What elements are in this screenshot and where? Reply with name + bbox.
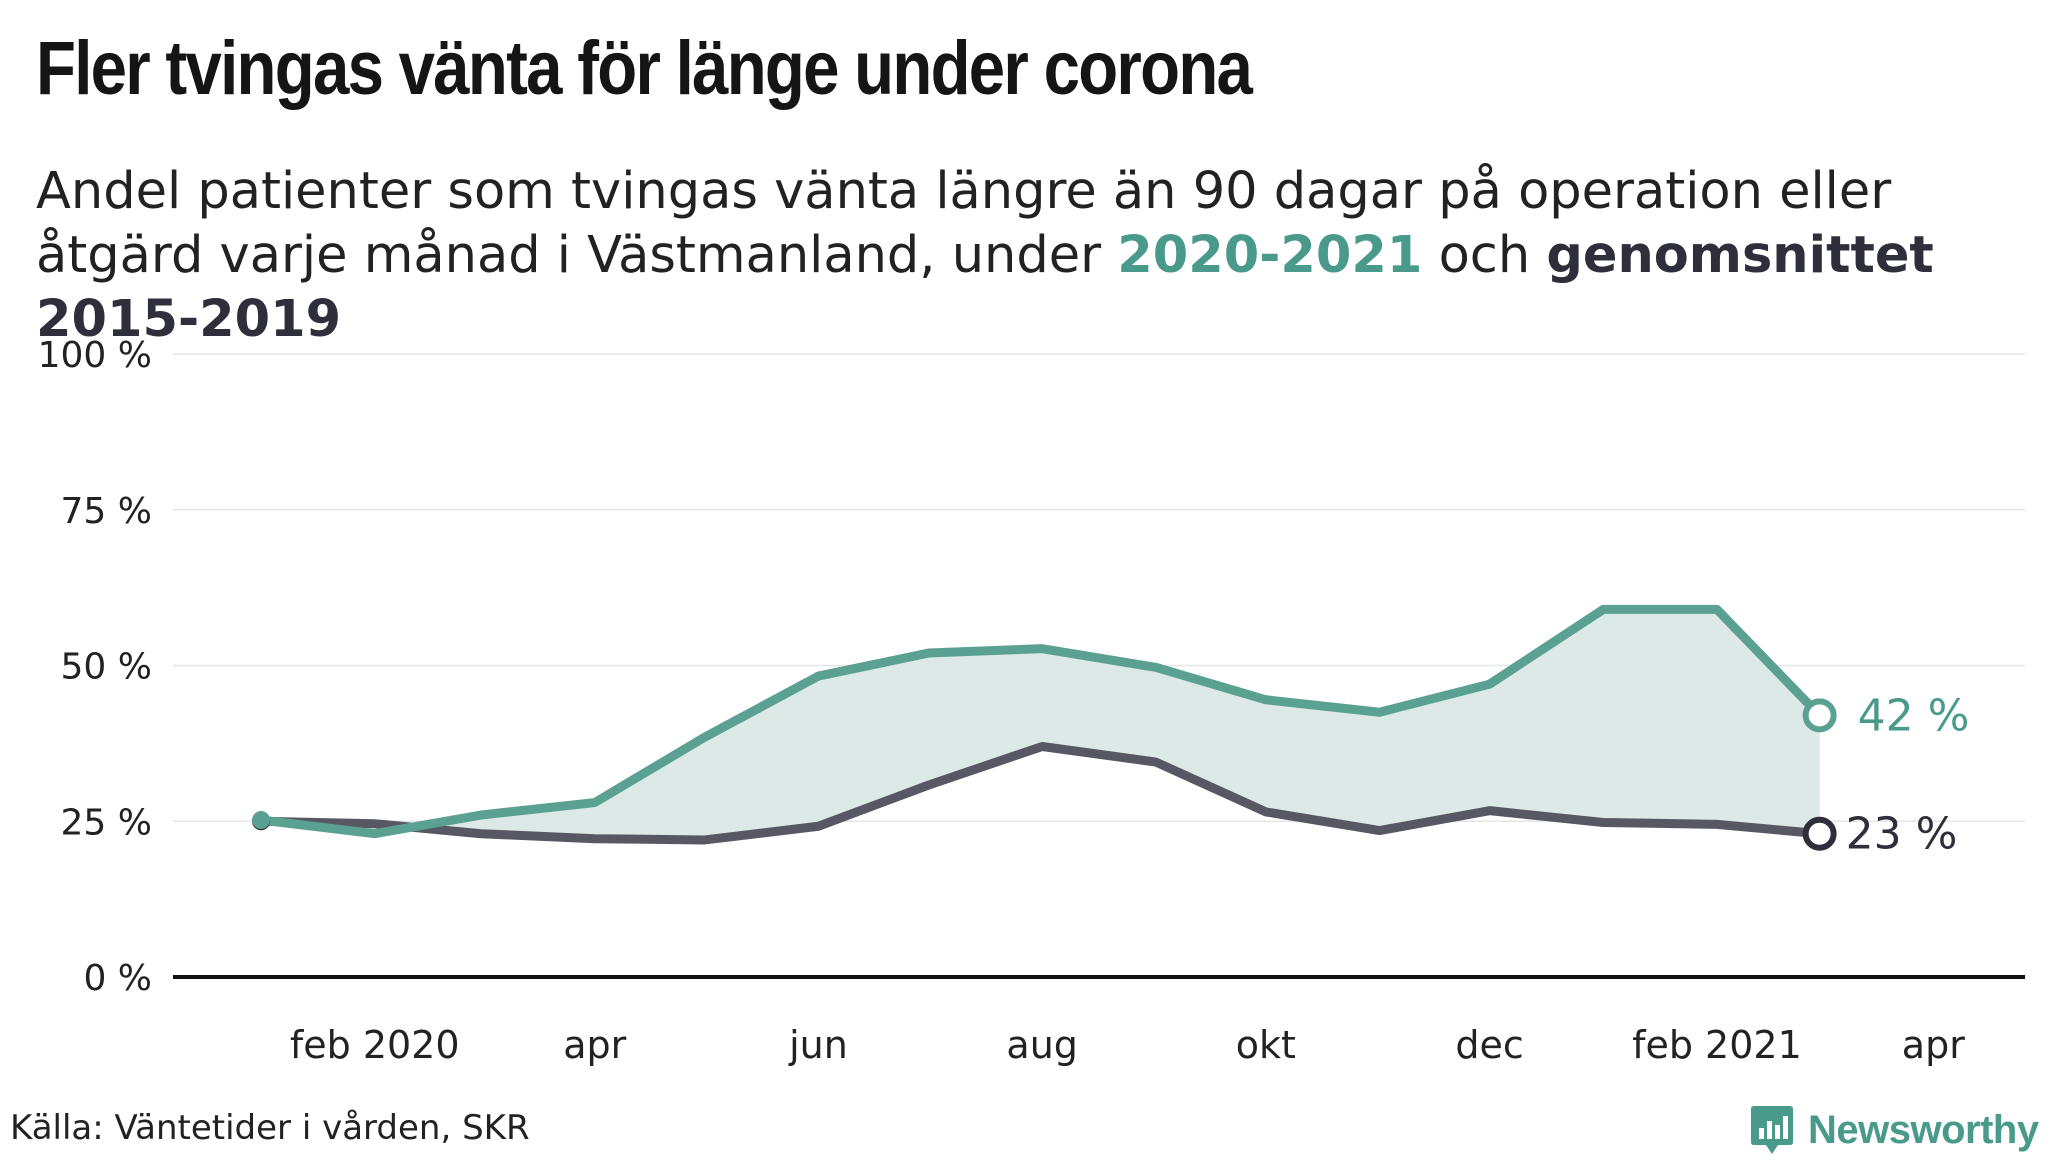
- x-axis-tick-labels: feb 2020 apr jun aug okt dec feb 2021 apr: [290, 1023, 1965, 1067]
- difference-band: [261, 609, 1820, 840]
- y-tick-label: 25 %: [61, 802, 152, 843]
- chart-title: Fler tvingas vänta för länge under coron…: [36, 26, 1253, 111]
- end-marker-average: [1802, 816, 1837, 851]
- end-marker-current: [1802, 698, 1837, 733]
- y-tick-label: 100 %: [38, 335, 152, 376]
- series-markers: [252, 698, 1837, 851]
- x-tick-label: aug: [1006, 1023, 1078, 1067]
- start-marker-current: [252, 811, 271, 830]
- brand: Newsworthy: [1750, 1100, 2039, 1160]
- band-area: [261, 609, 1820, 840]
- series-end-labels: 42 % 23 %: [1846, 690, 1970, 859]
- x-tick-label: feb 2021: [1632, 1023, 1802, 1067]
- x-tick-label: feb 2020: [290, 1023, 460, 1067]
- subtitle-series-average: genomsnittet 2015-2019: [36, 226, 1934, 349]
- subtitle-connector: och: [1422, 226, 1547, 285]
- x-tick-label: okt: [1236, 1023, 1296, 1067]
- x-tick-label: apr: [1902, 1023, 1965, 1067]
- series-line-current: [256, 604, 1825, 839]
- x-tick-label: apr: [563, 1023, 626, 1067]
- brand-name: Newsworthy: [1808, 1107, 2039, 1152]
- y-tick-label: 50 %: [61, 647, 152, 688]
- end-label-average: 23 %: [1846, 809, 1958, 860]
- y-axis-tick-labels: 0 % 25 % 50 % 75 % 100 %: [38, 335, 152, 999]
- series-lines: [256, 604, 1825, 845]
- x-tick-label: jun: [788, 1023, 848, 1067]
- y-tick-label: 0 %: [83, 958, 152, 999]
- newsworthy-logo-icon: [1751, 1106, 1793, 1154]
- subtitle-text: Andel patienter som tvingas vänta längre…: [36, 162, 1892, 285]
- series-line-average: [256, 741, 1825, 845]
- chart-subtitle: Andel patienter som tvingas vänta längre…: [36, 160, 2036, 352]
- x-tick-label: dec: [1455, 1023, 1523, 1067]
- y-tick-label: 75 %: [61, 491, 152, 532]
- source-note: Källa: Väntetider i vården, SKR: [10, 1108, 530, 1148]
- subtitle-series-current: 2020-2021: [1117, 226, 1423, 285]
- end-label-current: 42 %: [1858, 690, 1970, 741]
